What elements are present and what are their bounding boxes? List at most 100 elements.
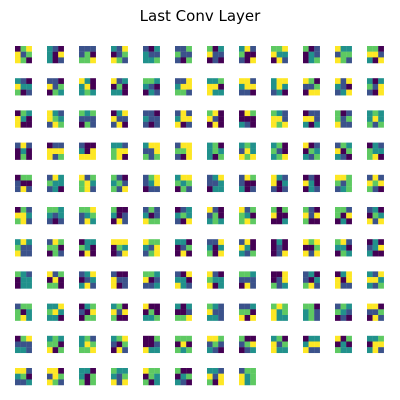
kernel-cell	[367, 116, 373, 122]
kernel-cell	[180, 282, 187, 289]
kernel-cell	[175, 239, 181, 246]
kernel-cell	[239, 277, 245, 283]
kernel-cell	[308, 78, 315, 85]
kernel-cell	[90, 46, 96, 52]
kernel-cell	[303, 212, 309, 219]
kernel-cell	[47, 341, 53, 348]
kernel-cell	[239, 180, 245, 187]
filter-thumbnail	[47, 110, 64, 128]
filter-thumbnail	[79, 110, 96, 128]
kernel-cell	[218, 373, 224, 380]
kernel-cell	[218, 239, 224, 246]
kernel-cell	[122, 207, 128, 213]
kernel-cell	[335, 78, 341, 85]
kernel-cell	[276, 335, 283, 342]
kernel-cell	[335, 207, 341, 213]
kernel-cell	[175, 347, 181, 354]
kernel-cell	[250, 78, 256, 85]
kernel-cell	[367, 335, 373, 342]
filter-thumbnail	[111, 207, 128, 225]
kernel-cell	[282, 57, 288, 64]
kernel-cell	[303, 57, 309, 64]
kernel-cell	[175, 121, 181, 128]
filter-thumbnail	[143, 368, 160, 386]
kernel-cell	[335, 89, 341, 96]
kernel-cell	[346, 174, 352, 181]
kernel-cell	[367, 174, 373, 181]
kernel-cell	[308, 121, 315, 128]
kernel-cell	[335, 57, 341, 64]
kernel-cell	[26, 142, 32, 149]
kernel-cell	[116, 142, 123, 149]
kernel-cell	[111, 51, 117, 58]
kernel-cell	[20, 154, 27, 160]
kernel-cell	[143, 277, 149, 283]
kernel-cell	[143, 207, 149, 213]
kernel-cell	[303, 121, 309, 128]
kernel-cell	[250, 57, 256, 64]
filter-thumbnail	[79, 239, 96, 257]
kernel-cell	[15, 116, 21, 122]
kernel-cell	[207, 303, 213, 310]
kernel-cell	[282, 315, 288, 321]
kernel-cell	[148, 142, 155, 149]
kernel-cell	[180, 212, 187, 219]
kernel-cell	[378, 78, 384, 85]
kernel-cell	[79, 142, 85, 149]
kernel-cell	[186, 309, 192, 316]
kernel-cell	[148, 83, 155, 90]
kernel-cell	[346, 186, 352, 193]
kernel-cell	[314, 277, 320, 283]
kernel-cell	[378, 180, 384, 187]
kernel-cell	[282, 180, 288, 187]
filter-thumbnail	[367, 174, 384, 193]
kernel-cell	[122, 46, 128, 52]
kernel-cell	[378, 250, 384, 257]
filter-thumbnail	[79, 207, 96, 225]
kernel-cell	[239, 78, 245, 85]
filter-thumbnail	[271, 335, 288, 354]
filter-thumbnail	[143, 174, 160, 193]
kernel-cell	[207, 347, 213, 354]
kernel-cell	[186, 57, 192, 64]
kernel-cell	[308, 83, 315, 90]
kernel-cell	[271, 335, 277, 342]
kernel-cell	[314, 271, 320, 278]
kernel-cell	[314, 148, 320, 155]
kernel-cell	[26, 78, 32, 85]
kernel-cell	[239, 379, 245, 386]
filter-thumbnail	[367, 271, 384, 289]
kernel-cell	[271, 186, 277, 193]
kernel-cell	[303, 244, 309, 251]
kernel-cell	[218, 315, 224, 321]
kernel-cell	[340, 315, 347, 321]
kernel-cell	[143, 271, 149, 278]
kernel-cell	[346, 212, 352, 219]
kernel-cell	[335, 174, 341, 181]
kernel-cell	[271, 57, 277, 64]
kernel-cell	[26, 379, 32, 386]
kernel-cell	[303, 277, 309, 283]
kernel-cell	[308, 239, 315, 246]
kernel-cell	[148, 57, 155, 64]
filter-thumbnail	[367, 46, 384, 64]
kernel-cell	[180, 315, 187, 321]
kernel-cell	[271, 154, 277, 160]
kernel-cell	[175, 309, 181, 316]
kernel-cell	[239, 110, 245, 117]
kernel-cell	[186, 78, 192, 85]
kernel-cell	[244, 186, 251, 193]
kernel-cell	[271, 239, 277, 246]
filter-thumbnail	[303, 335, 320, 354]
kernel-cell	[84, 174, 91, 181]
kernel-cell	[276, 212, 283, 219]
kernel-cell	[276, 282, 283, 289]
kernel-cell	[346, 341, 352, 348]
kernel-cell	[111, 277, 117, 283]
kernel-cell	[47, 121, 53, 128]
kernel-cell	[372, 282, 379, 289]
kernel-cell	[244, 180, 251, 187]
kernel-cell	[154, 277, 160, 283]
kernel-cell	[47, 303, 53, 310]
kernel-cell	[47, 271, 53, 278]
